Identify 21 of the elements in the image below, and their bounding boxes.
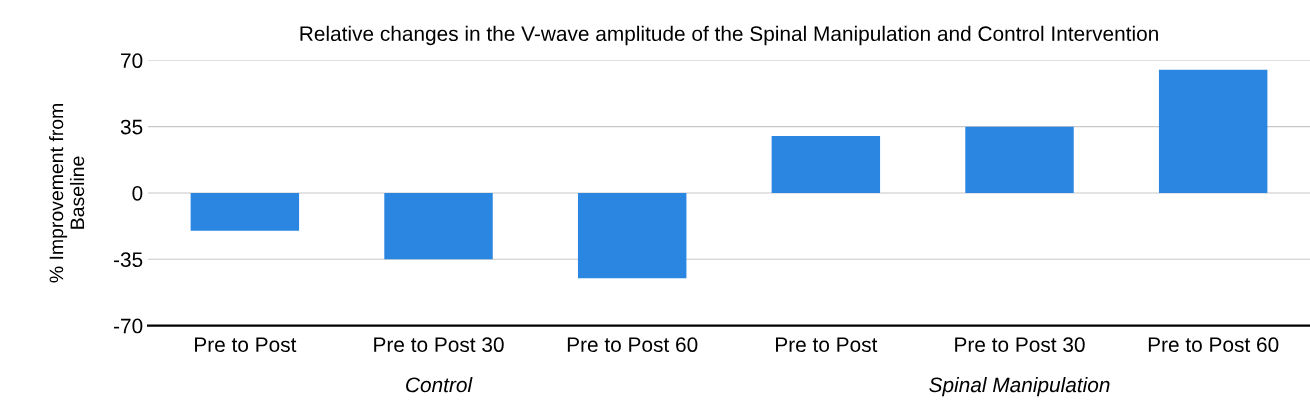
x-tick-label: Pre to Post 30 [955,337,1085,353]
bar [771,136,881,193]
bar [577,192,687,279]
text: Spinal Manipulation [929,376,1110,397]
bar [190,192,300,231]
y-axis-title: % Improvement from Baseline [49,104,85,283]
x-tick-label: Pre to Post 30 [374,337,504,353]
bar [1158,69,1268,193]
bar [384,192,493,260]
x-tick-label: Pre to Post 60 [567,337,698,353]
x-tick-label: Pre to Post [195,337,297,353]
x-tick-label: Pre to Post [776,337,878,353]
chart-title: Relative changes in the V-wave amplitude of the Spinal Manipulation and Control Intervention [300,25,1158,46]
y-tick-label: -35 [113,252,143,268]
bar [965,126,1074,193]
text: Control [406,376,473,393]
x-tick-label: Pre to Post 60 [1148,337,1279,353]
y-tick-label: 0 [132,185,143,201]
y-tick-label: 70 [121,53,143,69]
y-tick-label: 35 [120,119,143,135]
y-tick-label: -70 [113,318,143,334]
